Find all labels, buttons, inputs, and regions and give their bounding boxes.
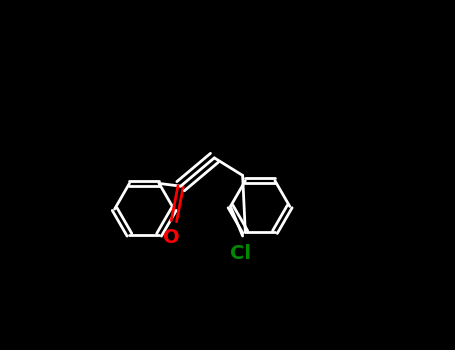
Text: Cl: Cl xyxy=(231,244,252,263)
Text: O: O xyxy=(163,228,180,247)
